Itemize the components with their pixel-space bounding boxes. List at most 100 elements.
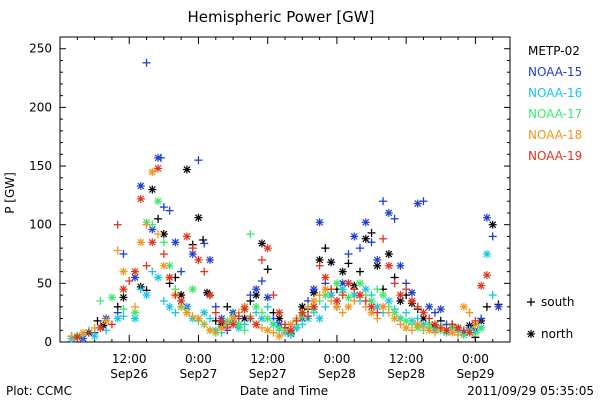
data-point-north <box>332 279 341 288</box>
data-point-north <box>263 314 272 323</box>
data-point-north <box>252 285 261 294</box>
data-point-south <box>171 291 180 300</box>
data-point-south <box>367 238 376 247</box>
y-tick-label: 100 <box>29 218 52 232</box>
series-noaa-16 <box>67 250 497 343</box>
data-point-south <box>281 320 289 329</box>
x-tick-time: 12:00 <box>250 352 285 366</box>
data-point-north <box>402 316 411 325</box>
data-point-south <box>390 279 399 288</box>
data-point-south <box>269 320 278 329</box>
data-point-south <box>448 320 457 329</box>
data-point-north <box>217 316 226 325</box>
data-point-north <box>257 239 266 248</box>
legend-entry: NOAA-15 <box>528 65 582 79</box>
legend-entry: NOAA-16 <box>528 86 582 100</box>
data-point-south <box>344 259 353 268</box>
data-point-south <box>159 250 168 259</box>
data-point-north <box>396 261 405 270</box>
x-tick-date: Sep27 <box>180 367 218 381</box>
data-point-north <box>252 302 261 311</box>
data-point-south <box>379 197 388 206</box>
data-point-north <box>182 165 191 174</box>
data-point-south <box>136 285 145 294</box>
data-point-south <box>119 250 128 259</box>
y-tick-label: 0 <box>44 335 52 349</box>
data-point-south <box>93 316 102 325</box>
legend: METP-02 NOAA-15 NOAA-16 NOAA-17 NOAA-18 NOAA-… <box>528 44 582 163</box>
data-point-south <box>113 220 122 229</box>
data-point-south <box>142 58 151 67</box>
data-point-north <box>136 181 145 190</box>
data-point-north <box>154 164 163 173</box>
data-point-south <box>246 314 255 323</box>
data-point-north <box>200 308 209 317</box>
x-tick-time: 0:00 <box>462 352 489 366</box>
data-point-south <box>338 291 347 300</box>
data-point-south <box>142 220 151 229</box>
data-point-south <box>269 291 278 300</box>
y-tick-label: 200 <box>29 100 52 114</box>
data-point-south <box>454 330 463 339</box>
plot-frame <box>59 36 511 343</box>
data-point-south <box>119 305 128 314</box>
data-point-south <box>165 206 174 215</box>
data-point-south <box>211 308 220 317</box>
south-marker-icon <box>527 298 535 306</box>
data-point-north <box>148 185 157 194</box>
x-tick-date: Sep29 <box>456 367 494 381</box>
data-point-north <box>182 232 191 241</box>
data-point-north <box>344 279 353 288</box>
data-point-north <box>465 328 474 337</box>
y-tick-label: 50 <box>37 276 52 290</box>
data-point-north <box>286 326 295 335</box>
data-point-south <box>171 308 180 317</box>
data-point-north <box>413 320 422 329</box>
data-point-south <box>425 314 434 323</box>
data-point-north <box>459 302 468 311</box>
data-point-north <box>165 302 174 311</box>
data-point-north <box>154 197 163 206</box>
data-point-south <box>188 244 197 253</box>
data-point-north <box>275 308 284 317</box>
y-tick-label: 150 <box>29 159 52 173</box>
data-point-north <box>321 273 330 282</box>
data-point-south <box>402 285 411 294</box>
data-point-south <box>156 153 165 162</box>
data-point-north <box>384 250 393 259</box>
data-point-north <box>275 332 284 341</box>
data-point-north <box>107 293 116 302</box>
data-point-south <box>292 316 301 325</box>
data-point-north <box>165 273 174 282</box>
data-point-north <box>194 314 203 323</box>
data-point-north <box>102 316 111 325</box>
data-point-south <box>269 328 278 337</box>
data-point-north <box>136 194 145 203</box>
data-point-south <box>488 232 497 241</box>
data-point-north <box>194 213 203 222</box>
data-point-south <box>413 302 422 311</box>
legend-entry: NOAA-19 <box>528 149 582 163</box>
x-tick-date: Sep28 <box>387 367 425 381</box>
data-point-north <box>379 291 388 300</box>
data-point-south <box>234 312 243 321</box>
data-point-north <box>90 332 99 341</box>
data-point-south <box>113 246 122 255</box>
data-point-north <box>119 285 128 294</box>
data-point-south <box>482 302 491 311</box>
y-axis-label: P [GW] <box>3 172 17 214</box>
data-point-north <box>361 234 370 243</box>
x-tick-time: 0:00 <box>185 352 212 366</box>
x-tick-date: Sep28 <box>318 367 356 381</box>
data-point-north <box>338 267 347 276</box>
data-point-north <box>379 302 388 311</box>
data-point-north <box>407 296 416 305</box>
x-axis: 12:00Sep260:00Sep2712:00Sep270:00Sep2812… <box>59 37 511 381</box>
data-point-south <box>246 230 255 239</box>
data-point-north <box>361 285 370 294</box>
data-point-north <box>390 308 399 317</box>
data-point-south <box>159 203 168 212</box>
data-point-north <box>390 314 399 323</box>
data-point-south <box>159 296 168 305</box>
data-point-north <box>367 302 376 311</box>
